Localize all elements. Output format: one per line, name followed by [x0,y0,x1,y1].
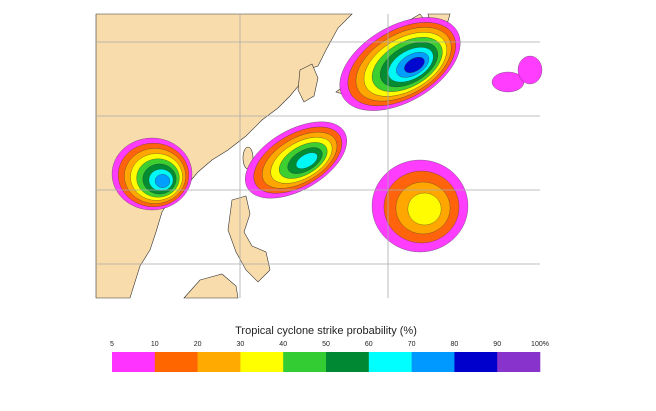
korea [297,63,319,103]
colorbar-bin [326,352,370,372]
colorbar-bin [240,352,284,372]
probability-contour [404,57,425,73]
colorbar-bin [411,352,455,372]
colorbar: 5 10 20 30 40 50 60 70 80 90 100% [110,341,549,372]
colorbar-bin [454,352,498,372]
colorbar-bin [112,352,156,372]
colorbar-tick-label: 30 [237,341,245,348]
philippines [227,195,271,283]
mainland [95,13,353,299]
probability-contour [295,152,318,169]
colorbar-tick-label: 90 [493,341,501,348]
colorbar-tick-label: 80 [451,341,459,348]
probability-contour [517,55,543,85]
map [95,13,543,299]
colorbar-bin [368,352,412,372]
colorbar-bin [283,352,327,372]
colorbar-tick-label: 10 [151,341,159,348]
colorbar-tick-label: 100% [531,341,549,348]
graticule [96,14,540,298]
probability-contour [154,174,171,188]
colorbar-bin [197,352,241,372]
colorbar-bin [497,352,541,372]
legend-title: Tropical cyclone strike probability (%) [235,325,417,337]
colorbar-tick-label: 50 [322,341,330,348]
probability-contour [407,192,442,226]
borneo [183,273,239,299]
colorbar-tick-label: 70 [408,341,416,348]
colorbar-tick-label: 5 [110,341,114,348]
colorbar-tick-label: 20 [194,341,202,348]
colorbar-tick-label: 40 [279,341,287,348]
colorbar-tick-label: 60 [365,341,373,348]
colorbar-bin [154,352,198,372]
